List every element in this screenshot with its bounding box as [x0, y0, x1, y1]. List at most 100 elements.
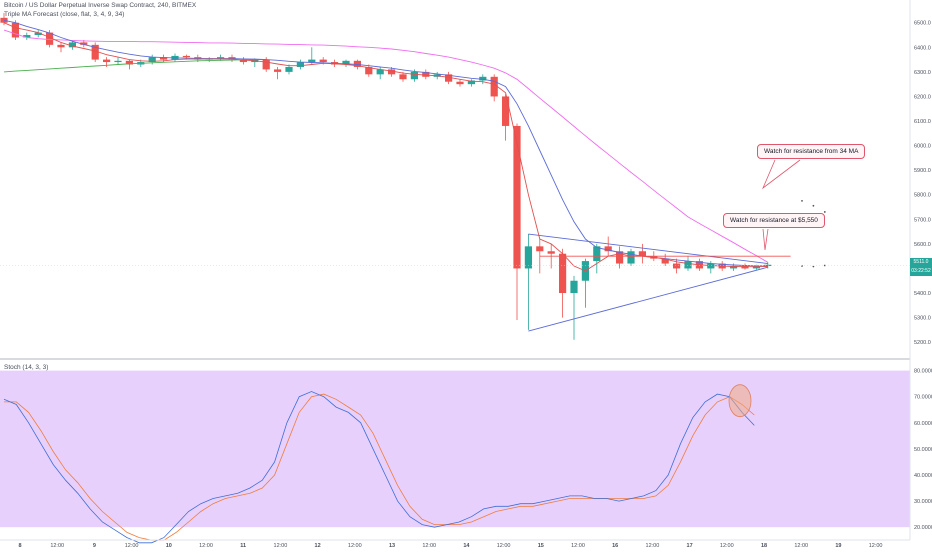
- candle-body: [308, 59, 316, 63]
- price-tick-label: 6400.0: [914, 45, 931, 51]
- annotation-5550[interactable]: Watch for resistance at $5,550: [723, 213, 825, 228]
- annotation-34ma[interactable]: Watch for resistance from 34 MA: [757, 144, 866, 159]
- candle-body: [388, 69, 396, 75]
- candle-body: [604, 246, 612, 252]
- time-tick-label: 8: [18, 543, 21, 549]
- upper-trendline: [528, 233, 768, 264]
- price-tick-label: 6000.0: [914, 144, 931, 150]
- price-tick-label: 6300.0: [914, 70, 931, 76]
- time-tick-label: 12:00: [199, 543, 213, 549]
- time-tick-label: 15: [538, 543, 544, 549]
- time-tick-label: 12:00: [869, 543, 883, 549]
- ma-green-line: [3, 59, 267, 73]
- candle-body: [673, 263, 681, 269]
- candle-body: [285, 66, 293, 72]
- stoch-label: Stoch (14, 3, 3): [4, 364, 49, 371]
- forecast-point: [812, 204, 815, 207]
- candle-body: [274, 69, 282, 72]
- indicator-label: Triple MA Forecast (close, flat, 3, 4, 9…: [4, 11, 125, 18]
- time-tick-label: 11: [240, 543, 246, 549]
- forecast-point: [801, 199, 803, 202]
- price-tick-label: 6100.0: [914, 119, 931, 125]
- candle-body: [34, 32, 42, 36]
- stoch-d-line: [4, 393, 755, 541]
- time-tick-label: 14: [463, 543, 470, 549]
- forecast-point: [823, 211, 826, 213]
- candle-body: [182, 55, 190, 58]
- candle-body: [764, 264, 772, 266]
- stoch-tick-label: 40.0000: [914, 473, 932, 479]
- candle-body: [752, 266, 760, 269]
- candle-body: [456, 81, 464, 85]
- time-tick-label: 13: [389, 543, 395, 549]
- price-tick-label: 5900.0: [914, 168, 931, 174]
- price-tick-label: 6200.0: [914, 94, 931, 100]
- candle-body: [46, 32, 54, 45]
- time-tick-label: 12: [315, 543, 321, 549]
- time-tick-label: 12:00: [274, 543, 288, 549]
- candle-body: [445, 74, 453, 82]
- candle-body: [125, 60, 133, 65]
- time-tick-label: 12:00: [646, 543, 660, 549]
- candle-body: [80, 42, 88, 45]
- candle-body: [410, 71, 418, 80]
- candle-body: [467, 80, 475, 85]
- ma-34-line: [3, 29, 769, 263]
- candle-body: [342, 60, 350, 65]
- candle-body: [490, 76, 498, 97]
- countdown-tag: 03:22:52: [910, 267, 932, 276]
- candle-body: [296, 62, 304, 67]
- price-tick-label: 6500.0: [914, 21, 931, 27]
- candle-body: [661, 258, 669, 264]
- stoch-k-line: [3, 391, 755, 544]
- price-tick-label: 5600.0: [914, 242, 931, 248]
- candle-body: [160, 57, 168, 60]
- stoch-band: [0, 370, 910, 528]
- stoch-tick-label: 50.0000: [914, 447, 932, 453]
- stoch-tick-label: 70.0000: [914, 395, 932, 401]
- candle-body: [353, 60, 361, 67]
- candle-body: [365, 66, 373, 75]
- candle-body: [616, 251, 624, 264]
- time-tick-label: 12:00: [348, 543, 362, 549]
- candle-body: [91, 44, 99, 60]
- drawings: [0, 159, 910, 332]
- candle-body: [627, 251, 635, 264]
- stoch-lines: [3, 384, 755, 544]
- candle-body: [479, 76, 487, 81]
- time-tick-label: 10: [166, 543, 172, 549]
- candle-body: [524, 246, 532, 269]
- time-tick-label: 12:00: [125, 543, 139, 549]
- time-tick-label: 16: [612, 543, 618, 549]
- candle-body: [536, 246, 544, 252]
- chart-title: Bitcoin / US Dollar Perpetual Inverse Sw…: [4, 2, 197, 9]
- candle-body: [239, 59, 247, 63]
- candle-body: [262, 59, 270, 70]
- stoch-tick-label: 20.0000: [914, 525, 932, 531]
- time-tick-label: 9: [93, 543, 96, 549]
- price-tick-label: 5700.0: [914, 217, 931, 223]
- candle-body: [707, 263, 715, 269]
- time-axis: 8 12:00 9 12:00 10 12:00 11 12:00 12 12:00 13 12:00…: [18, 543, 882, 549]
- callout-34ma-pointer: [762, 159, 801, 190]
- candle-body: [513, 125, 521, 269]
- candle-body: [68, 42, 76, 48]
- candle-body: [559, 253, 567, 294]
- candle-body: [741, 266, 749, 269]
- callout-5550-pointer: [762, 228, 769, 251]
- time-tick-label: 12:00: [571, 543, 585, 549]
- candle-body: [103, 59, 111, 63]
- candle-body: [684, 261, 692, 269]
- last-price-tag: 5511.0: [910, 258, 932, 267]
- candle-body: [570, 280, 578, 294]
- candle-body: [376, 69, 384, 75]
- price-tick-label: 5200.0: [914, 340, 931, 346]
- time-tick-label: 18: [761, 543, 767, 549]
- price-tick-label: 5300.0: [914, 316, 931, 322]
- candle-body: [319, 59, 327, 63]
- time-tick-label: 12:00: [794, 543, 808, 549]
- price-tick-label: 5800.0: [914, 193, 931, 199]
- candle-body: [399, 74, 407, 80]
